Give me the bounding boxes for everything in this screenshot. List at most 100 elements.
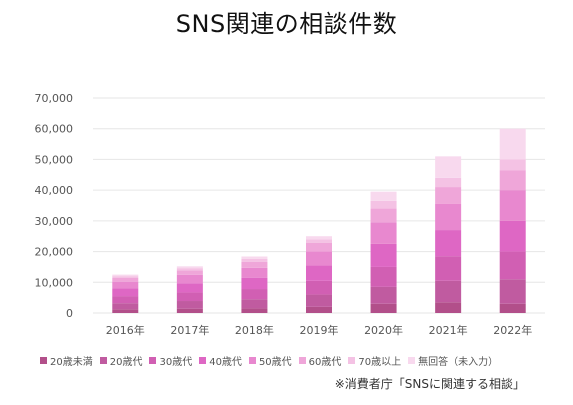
bar-segment xyxy=(306,280,332,295)
bar-segment xyxy=(499,279,526,304)
legend-label: 20歳未満 xyxy=(50,357,93,368)
bar-segment xyxy=(306,251,332,266)
bar-segment xyxy=(241,277,268,290)
bar-segment xyxy=(435,256,462,281)
bar-segment xyxy=(370,208,397,223)
bar-segment xyxy=(112,309,139,313)
bar-segment xyxy=(112,277,139,282)
legend-swatch xyxy=(408,357,416,364)
legend-swatch xyxy=(248,357,256,364)
y-tick-label: 40,000 xyxy=(35,184,74,197)
x-tick-label: 2017年 xyxy=(170,323,209,337)
bar-segment xyxy=(306,236,332,240)
bar-segment xyxy=(435,177,462,188)
x-tick-label: 2018年 xyxy=(235,323,274,337)
y-tick-label: 50,000 xyxy=(35,153,74,166)
bar-segment xyxy=(306,239,332,243)
bar-segment xyxy=(499,159,526,171)
y-tick-label: 20,000 xyxy=(35,246,74,259)
bar-segment xyxy=(370,266,397,287)
bar-segment xyxy=(370,243,397,267)
bar-segment xyxy=(241,289,268,300)
legend-label: 20歳代 xyxy=(109,357,143,368)
bar-segment xyxy=(499,170,526,191)
bar-segment xyxy=(499,251,526,280)
bar-segment xyxy=(241,258,268,262)
legend-label: 50歳代 xyxy=(258,357,292,368)
y-tick-label: 60,000 xyxy=(35,123,74,136)
bar-segment xyxy=(435,187,462,204)
bar-segment xyxy=(112,276,139,278)
bar-segment xyxy=(499,128,526,160)
bar-segment xyxy=(435,230,462,257)
bar-segment xyxy=(306,306,332,313)
x-tick-label: 2016年 xyxy=(106,323,145,337)
legend-label: 30歳代 xyxy=(159,357,193,368)
bar-segment xyxy=(306,294,332,307)
bar-segment xyxy=(241,299,268,309)
x-tick-label: 2020年 xyxy=(364,323,403,337)
legend-label: 70歳以上 xyxy=(358,357,402,368)
bar-segment xyxy=(435,156,462,178)
y-tick-label: 0 xyxy=(66,307,73,320)
x-tick-label: 2021年 xyxy=(429,323,468,337)
legend-item: 50歳代 xyxy=(248,353,292,368)
bar-segment xyxy=(176,308,203,313)
legend-swatch xyxy=(199,357,207,364)
legend-item: 20歳未満 xyxy=(40,353,93,368)
bar-segment xyxy=(176,270,203,275)
bar-segment xyxy=(176,301,203,309)
x-tick-label: 2019年 xyxy=(300,323,339,337)
bar-segment xyxy=(435,302,462,313)
legend-swatch xyxy=(149,357,157,364)
x-tick-label: 2022年 xyxy=(493,323,532,337)
bar-segment xyxy=(370,191,397,201)
chart-legend: 20歳未満 20歳代 30歳代 40歳代 50歳代 60歳代 70歳以上 無回答（未入力） xyxy=(40,353,570,368)
bar-segment xyxy=(306,265,332,281)
legend-swatch xyxy=(298,357,306,364)
y-tick-label: 30,000 xyxy=(35,215,74,228)
bar-segment xyxy=(241,256,268,259)
bar-segment xyxy=(370,200,397,209)
bar-segment xyxy=(112,281,139,289)
y-tick-label: 70,000 xyxy=(35,92,74,105)
bar-segment xyxy=(370,286,397,304)
bar-segment xyxy=(176,292,203,302)
legend-item: 60歳代 xyxy=(298,353,342,368)
bar-segment xyxy=(435,203,462,231)
bar-segment xyxy=(499,190,526,221)
bar-segment xyxy=(370,222,397,244)
bar-segment xyxy=(499,220,526,252)
legend-swatch xyxy=(348,357,356,364)
legend-swatch xyxy=(99,357,107,364)
bar-segment xyxy=(176,266,203,269)
legend-item: 20歳代 xyxy=(99,353,143,368)
legend-label: 無回答（未入力） xyxy=(418,357,499,368)
legend-item: 30歳代 xyxy=(149,353,192,368)
legend-swatch xyxy=(40,357,47,364)
bar-segment xyxy=(176,268,203,271)
source-note: ※消費者庁「SNSに関連する相談」 xyxy=(334,377,525,391)
bar-segment xyxy=(112,296,139,304)
legend-item: 70歳以上 xyxy=(348,353,401,368)
bar-segment xyxy=(176,274,203,284)
bar-segment xyxy=(241,267,268,278)
bar-segment xyxy=(241,308,268,313)
bar-segment xyxy=(499,303,526,313)
bar-segment xyxy=(370,303,397,313)
bar-segment xyxy=(176,283,203,293)
legend-label: 40歳代 xyxy=(209,357,242,368)
legend-item: 40歳代 xyxy=(199,353,242,368)
bar-segment xyxy=(435,280,462,303)
y-tick-label: 10,000 xyxy=(35,276,74,289)
chart-title: SNS関連の相談件数 xyxy=(175,10,398,38)
bar-segment xyxy=(112,288,139,297)
legend-label: 60歳代 xyxy=(308,357,342,368)
bar-segment xyxy=(241,261,268,268)
bar-segment xyxy=(306,242,332,252)
bar-segment xyxy=(112,274,139,277)
bar-segment xyxy=(112,303,139,310)
legend-item: 無回答（未入力） xyxy=(408,353,498,368)
